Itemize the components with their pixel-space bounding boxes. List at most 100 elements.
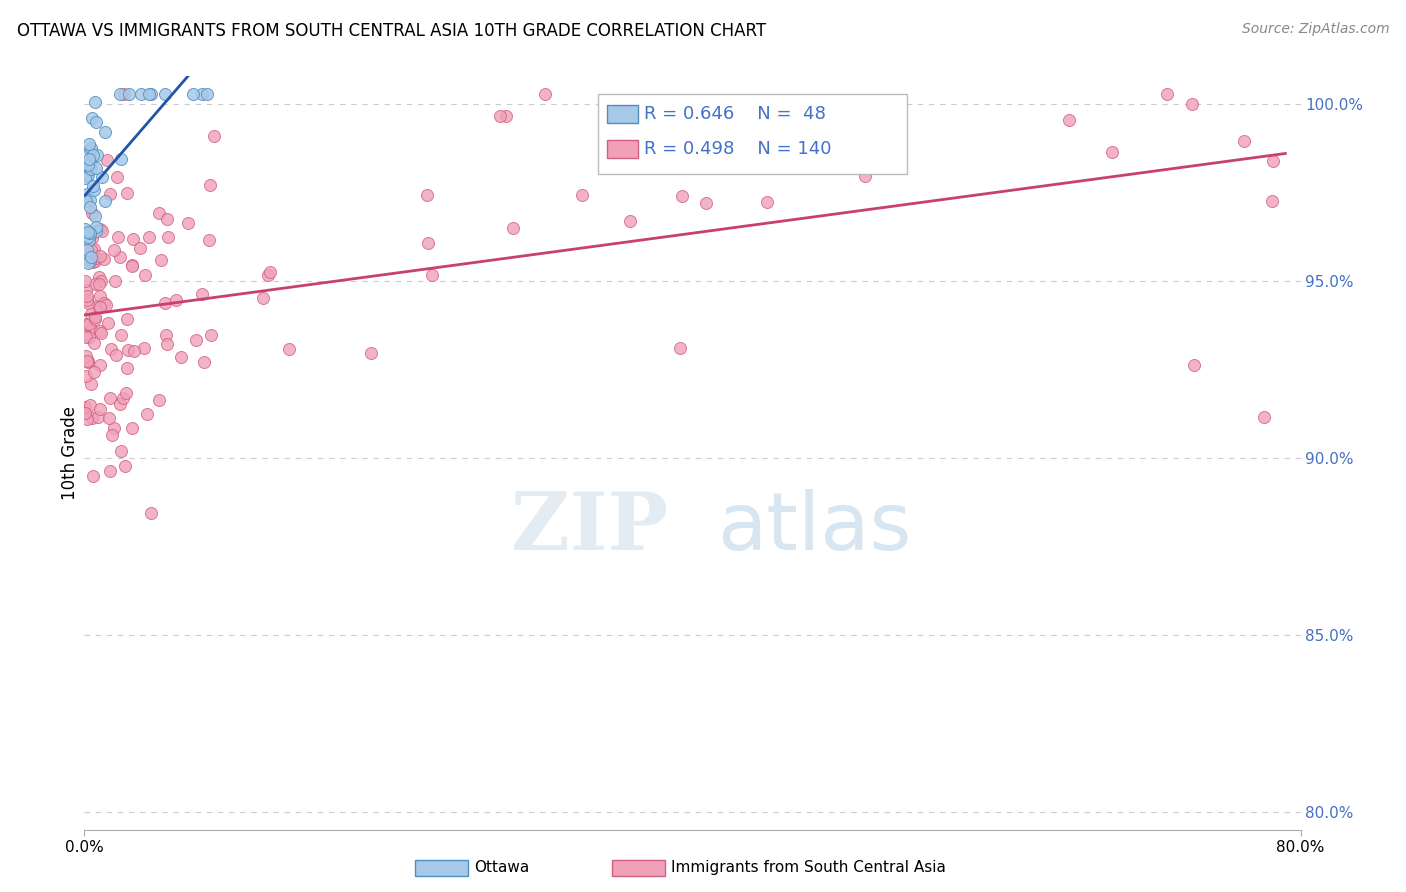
Point	[200, 328, 222, 343]
Point	[534, 87, 557, 101]
Point	[79, 233, 101, 247]
Point	[90, 274, 112, 288]
Point	[121, 258, 143, 272]
Point	[80, 231, 103, 245]
Point	[83, 183, 105, 197]
Point	[110, 87, 132, 101]
Point	[153, 87, 176, 101]
Point	[86, 148, 108, 162]
Point	[169, 350, 191, 364]
Text: R = 0.646    N =  48: R = 0.646 N = 48	[644, 105, 825, 123]
Point	[89, 300, 111, 314]
Point	[155, 211, 177, 226]
Point	[259, 265, 281, 279]
Point	[165, 293, 187, 307]
Point	[184, 333, 207, 347]
Point	[84, 115, 107, 129]
Point	[79, 137, 101, 152]
Point	[79, 152, 101, 166]
Point	[110, 152, 132, 166]
Point	[489, 109, 512, 123]
Point	[1182, 358, 1205, 372]
Point	[132, 341, 155, 355]
Text: Source: ZipAtlas.com: Source: ZipAtlas.com	[1241, 22, 1389, 37]
Point	[1181, 97, 1204, 112]
Point	[1057, 112, 1080, 127]
Point	[118, 87, 141, 101]
Point	[202, 129, 225, 144]
Point	[94, 194, 117, 209]
Point	[90, 224, 112, 238]
Point	[193, 355, 215, 369]
Point	[82, 179, 104, 194]
Point	[75, 274, 97, 288]
Point	[87, 299, 110, 313]
Point	[104, 274, 127, 288]
Point	[87, 277, 110, 292]
Point	[138, 87, 160, 101]
Point	[418, 236, 440, 251]
Point	[148, 393, 170, 408]
Point	[150, 253, 173, 268]
Point	[75, 252, 97, 267]
Point	[191, 87, 214, 101]
Point	[155, 327, 177, 342]
Point	[93, 252, 115, 266]
Point	[89, 222, 111, 236]
Point	[87, 409, 110, 424]
Point	[77, 329, 100, 343]
Point	[669, 342, 692, 356]
Point	[420, 268, 443, 282]
Point	[108, 397, 131, 411]
Point	[80, 376, 103, 391]
Point	[84, 251, 107, 265]
Point	[77, 158, 100, 172]
Point	[122, 343, 145, 358]
Point	[89, 289, 111, 303]
Point	[139, 506, 162, 520]
Point	[129, 87, 152, 101]
Point	[75, 350, 97, 364]
Point	[79, 227, 101, 241]
Point	[76, 256, 98, 270]
Point	[79, 398, 101, 412]
Point	[79, 253, 101, 268]
Point	[77, 225, 100, 239]
Point	[79, 244, 101, 258]
Point	[502, 221, 524, 235]
Point	[105, 169, 128, 184]
Text: ZIP: ZIP	[512, 489, 668, 567]
Point	[671, 189, 693, 203]
Point	[77, 230, 100, 244]
Point	[115, 360, 138, 375]
Point	[195, 87, 218, 101]
Point	[82, 410, 104, 425]
Point	[76, 156, 98, 170]
Point	[198, 234, 221, 248]
Point	[84, 277, 107, 292]
Point	[75, 194, 97, 208]
Point	[77, 160, 100, 174]
Point	[75, 369, 97, 384]
Point	[80, 111, 103, 125]
Point	[76, 355, 98, 369]
Point	[415, 188, 437, 202]
Point	[76, 187, 98, 202]
Point	[104, 348, 127, 362]
Point	[76, 169, 98, 184]
Point	[101, 428, 124, 442]
Text: OTTAWA VS IMMIGRANTS FROM SOUTH CENTRAL ASIA 10TH GRADE CORRELATION CHART: OTTAWA VS IMMIGRANTS FROM SOUTH CENTRAL …	[17, 22, 766, 40]
Y-axis label: 10th Grade: 10th Grade	[60, 406, 79, 500]
Point	[84, 219, 107, 234]
Point	[121, 421, 143, 435]
Point	[84, 312, 107, 326]
Point	[121, 260, 143, 274]
Point	[156, 336, 179, 351]
Point	[79, 250, 101, 264]
Point	[84, 95, 107, 110]
Point	[360, 345, 382, 359]
Point	[83, 310, 105, 324]
Point	[75, 283, 97, 297]
Point	[98, 411, 121, 425]
Point	[89, 324, 111, 338]
